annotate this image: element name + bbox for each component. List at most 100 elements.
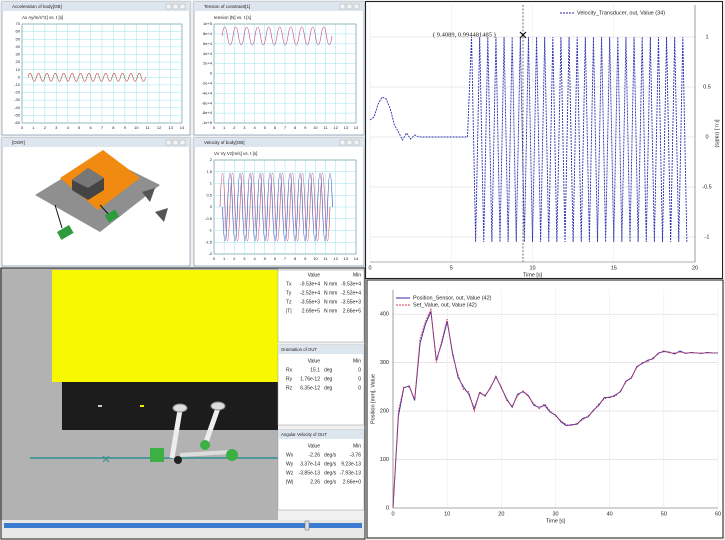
window-button[interactable] [339, 139, 346, 146]
tension-curve [221, 26, 333, 46]
x-tick-label: 5 [264, 256, 267, 261]
y-tick-label: 100 [380, 457, 389, 463]
x-tick-label: 11 [323, 125, 328, 130]
column-header: Min [353, 443, 361, 449]
x-tick-label: 0 [391, 511, 394, 517]
green-part [104, 209, 120, 223]
title-bar [2, 138, 190, 147]
x-tick-label: 5 [450, 265, 453, 271]
row-label: Rx [286, 367, 293, 373]
row-label: Wz [286, 470, 294, 476]
row-unit: deg [324, 367, 333, 373]
window-frame [366, 279, 724, 539]
plot-legend: Vx Vy Vz[m/s] vs. t [s] [214, 151, 257, 156]
dot [98, 405, 102, 407]
joint [172, 403, 188, 413]
x-tick-label: 10 [529, 265, 535, 271]
x-axis-label: Time [s] [523, 272, 543, 278]
slider-track[interactable] [4, 523, 362, 528]
row-value: 15.1 [310, 367, 320, 373]
y-tick-label: -40 [14, 105, 21, 110]
y-tick-label: 1e+5 [203, 21, 213, 26]
row-min: 2.66e+0 [343, 479, 361, 485]
y-tick-label: 60 [16, 29, 21, 34]
title-bar [194, 2, 364, 11]
slider-thumb[interactable] [304, 520, 310, 531]
y-tick-label: -30 [14, 97, 21, 102]
row-min: 2.66e+5 [343, 308, 361, 314]
annotation: ( 9.4089, 0.994481485 ) [433, 31, 496, 38]
row-label: Wy [286, 461, 294, 467]
window-button[interactable] [165, 139, 172, 146]
x-tick-label: 7 [101, 125, 104, 130]
x-tick-label: 3 [243, 125, 246, 130]
y-tick-label: -4e+4 [202, 90, 213, 95]
y-tick-label: -0.5 [205, 216, 213, 221]
x-tick-label: 0 [213, 256, 216, 261]
row-label: |T| [286, 308, 292, 314]
row-unit: N mm [324, 290, 337, 296]
link [54, 204, 63, 229]
x-tick-label: 50 [661, 511, 667, 517]
legend-label: Set_Value, out, Value (42) [413, 302, 477, 308]
window-button[interactable] [353, 139, 360, 146]
title-bar [2, 2, 190, 11]
x-tick-label: 20 [498, 511, 504, 517]
window-button[interactable] [346, 139, 353, 146]
window-button[interactable] [179, 139, 186, 146]
y-tick-label: 1 [705, 34, 708, 40]
x-tick-label: 10 [313, 125, 318, 130]
panel-title: Angular Velocity of OUT [281, 432, 327, 437]
panel [277, 269, 365, 343]
y-tick-label: -2e+4 [202, 80, 213, 85]
plot-legend: Ax Ay/m/s^2] vs. t [s] [22, 15, 63, 20]
row-min: 0 [358, 385, 361, 391]
panel [277, 344, 365, 426]
window-button[interactable] [179, 3, 186, 10]
y-tick-label: 0 [210, 71, 213, 76]
y-tick-label: -8e+4 [202, 110, 213, 115]
y-tick-label: 0 [210, 204, 213, 209]
x-tick-label: 11 [323, 256, 328, 261]
window-button[interactable] [346, 3, 353, 10]
row-unit: deg/s [324, 452, 337, 458]
dot [140, 405, 144, 407]
panel-title-bar [278, 430, 364, 439]
y-tick-label: -10 [14, 82, 21, 87]
window-button[interactable] [165, 3, 172, 10]
y-tick-label: 50 [16, 36, 21, 41]
x-tick-label: 4 [67, 125, 70, 130]
row-value: 6.35e-12 [300, 385, 320, 391]
x-tick-label: 14 [180, 125, 185, 130]
row-value: -2.26 [309, 452, 321, 458]
x-tick-label: 1 [223, 256, 226, 261]
plot-legend: tension [N] vs. t [s] [214, 15, 251, 20]
x-tick-label: 3 [243, 256, 246, 261]
window-button[interactable] [172, 139, 179, 146]
row-value: -9.53e+4 [300, 281, 320, 287]
x-tick-label: 2 [44, 125, 47, 130]
x-axis-label: Time [s] [546, 518, 566, 524]
x-tick-label: 9 [124, 125, 127, 130]
row-unit: N mm [324, 308, 337, 314]
x-tick-label: 4 [253, 256, 256, 261]
window-button[interactable] [339, 3, 346, 10]
window-button[interactable] [353, 3, 360, 10]
green-joint [226, 449, 238, 461]
window-button[interactable] [172, 3, 179, 10]
crosshair-marker [519, 31, 527, 39]
series-line [392, 307, 718, 509]
row-value: 2.69e+5 [302, 308, 320, 314]
scene-3d [0, 268, 365, 540]
row-value: -2.52e+4 [300, 290, 320, 296]
y-axis-label: [r.u.] (rad/s) [714, 119, 720, 147]
row-unit: N mm [324, 281, 337, 287]
y-tick-label: -20 [14, 90, 21, 95]
green-block [150, 448, 164, 462]
x-tick-label: 15 [611, 265, 617, 271]
y-tick-label: 70 [16, 21, 21, 26]
y-tick-label: 200 [380, 409, 389, 415]
y-tick-label: 1 [210, 181, 213, 186]
x-tick-label: 6 [89, 125, 92, 130]
x-tick-label: 7 [284, 125, 287, 130]
